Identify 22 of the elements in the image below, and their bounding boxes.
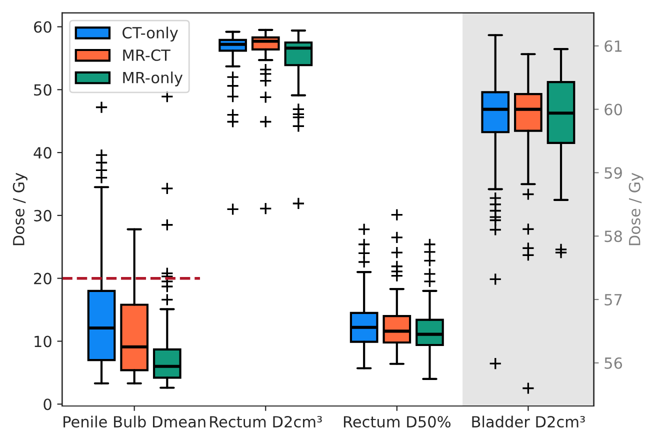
y-tick-label: 10: [34, 336, 52, 348]
x-tick-label: Rectum D50%: [344, 416, 450, 428]
y2-tick-label: 60: [604, 104, 622, 116]
legend-label: MR-CT: [123, 49, 170, 61]
y-tick-label: 60: [34, 21, 52, 33]
y2-axis-title: Dose / Gy: [628, 172, 644, 246]
legend-label: CT-only: [122, 26, 178, 42]
y2-tick-label: 57: [604, 294, 622, 306]
y2-tick-label: 61: [604, 40, 622, 52]
x-tick-label: Rectum D2cm³: [210, 416, 322, 428]
y-tick-label: 50: [34, 84, 52, 96]
y-tick-label: 20: [34, 272, 52, 284]
x-tick-label: Penile Bulb Dmean: [64, 416, 206, 428]
y2-tick-label: 56: [604, 357, 622, 369]
y-axis-title: Dose / Gy: [12, 172, 28, 246]
y-tick-label: 30: [34, 210, 52, 222]
legend-label: MR-only: [123, 72, 183, 86]
y-tick-label: 40: [34, 147, 52, 159]
y2-tick-label: 59: [604, 167, 622, 179]
x-tick-label: Bladder D2cm³: [472, 416, 585, 428]
y-tick-label: 0: [44, 398, 52, 410]
y2-tick-label: 58: [604, 230, 622, 242]
